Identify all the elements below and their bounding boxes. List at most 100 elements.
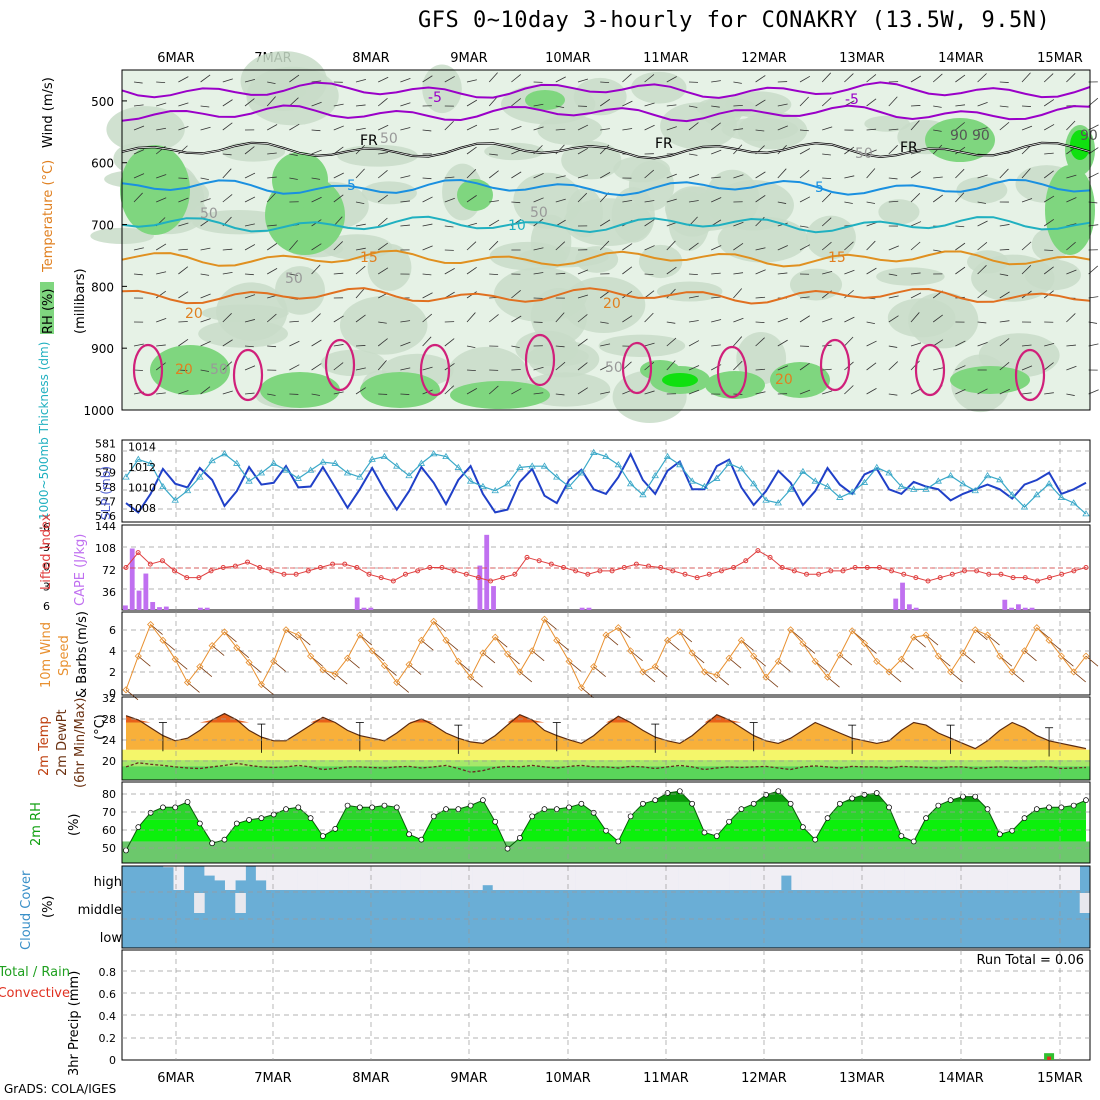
wind-speed-point bbox=[922, 631, 930, 639]
wind-speed-point bbox=[590, 663, 598, 671]
wind-barb bbox=[378, 152, 388, 155]
li-point bbox=[974, 568, 980, 574]
wind-barb bbox=[711, 197, 722, 203]
rh2m-axis-units: (%) bbox=[67, 814, 82, 837]
wind-barb bbox=[244, 273, 254, 276]
contour-label: 20 bbox=[185, 306, 203, 322]
wind-barb bbox=[1066, 269, 1077, 275]
li-point bbox=[512, 571, 518, 577]
wind-speed-point bbox=[147, 620, 155, 629]
wind-barb bbox=[799, 296, 810, 299]
cape-tick-label: 72 bbox=[102, 564, 116, 577]
wind-barb bbox=[244, 392, 255, 395]
rh-mid-patch bbox=[721, 117, 799, 142]
rh-mid-patch bbox=[526, 346, 589, 367]
li-point bbox=[1047, 575, 1053, 581]
high-cloud-gap bbox=[595, 866, 607, 890]
li-point bbox=[913, 575, 919, 581]
rh-point bbox=[603, 827, 609, 834]
temp-line bbox=[125, 712, 1087, 750]
wind-barb bbox=[777, 201, 787, 204]
wind-barb bbox=[555, 198, 566, 203]
wind-barb bbox=[933, 249, 942, 252]
rh-point bbox=[923, 815, 929, 821]
surface-wind-barb bbox=[273, 661, 286, 672]
thickness-point bbox=[393, 462, 401, 469]
wind-barb bbox=[644, 219, 655, 227]
wind-speed-point bbox=[356, 631, 364, 639]
rh-point bbox=[701, 829, 708, 836]
wind-barb bbox=[577, 78, 589, 83]
wind-barb bbox=[644, 312, 654, 323]
rh-point bbox=[270, 811, 277, 818]
thickness-point bbox=[909, 485, 918, 492]
contour-label: 50 bbox=[380, 131, 398, 147]
rh-point bbox=[972, 793, 979, 800]
li-point bbox=[475, 575, 481, 581]
li-point bbox=[743, 558, 749, 564]
wind-barb bbox=[955, 192, 965, 203]
rh-point bbox=[418, 836, 425, 843]
high-cloud-gap bbox=[297, 866, 308, 890]
wind-barb bbox=[1044, 152, 1054, 155]
high-cloud-gap bbox=[379, 866, 391, 890]
rh-mid-patch bbox=[631, 71, 687, 104]
li-point bbox=[281, 571, 287, 577]
li-point bbox=[731, 565, 737, 570]
wind-barb bbox=[200, 177, 209, 181]
wind-barb bbox=[822, 318, 833, 323]
wind-barb bbox=[533, 197, 544, 203]
cloud-tick-label: low bbox=[100, 931, 123, 946]
li-point bbox=[147, 561, 153, 567]
wind-barb bbox=[844, 385, 854, 395]
thickness-point bbox=[491, 486, 499, 494]
wind-barb bbox=[866, 149, 877, 155]
high-cloud-gap bbox=[925, 866, 936, 890]
wind-barb bbox=[289, 153, 298, 156]
wind-barb bbox=[799, 315, 810, 323]
wind-barb bbox=[377, 267, 389, 275]
high-cloud-gap bbox=[327, 866, 339, 890]
wind-barb bbox=[910, 193, 921, 203]
high-cloud-gap bbox=[678, 866, 689, 890]
wind-barb bbox=[311, 393, 321, 396]
wind-barb bbox=[422, 366, 433, 371]
wind-speed-point bbox=[233, 644, 241, 652]
wind-barb bbox=[400, 367, 411, 371]
wind-barb bbox=[955, 146, 966, 155]
temp-tick-label: 32 bbox=[102, 692, 116, 705]
wind-barb bbox=[311, 149, 322, 155]
contour-label: 20 bbox=[603, 296, 621, 312]
wind-speed-point bbox=[971, 626, 979, 634]
wind-barb bbox=[333, 194, 344, 203]
high-cloud-gap bbox=[606, 866, 617, 890]
wind-barb bbox=[799, 129, 809, 132]
wind-barb bbox=[178, 369, 188, 371]
thickness-point bbox=[823, 482, 832, 490]
surface-wind-barb bbox=[802, 643, 816, 654]
contour-label: 5 bbox=[347, 178, 356, 194]
wind-barb bbox=[622, 315, 633, 323]
cape-tick-label: 36 bbox=[102, 586, 116, 599]
wind-barb bbox=[688, 273, 698, 276]
wind-barb bbox=[200, 318, 211, 323]
wind-barb bbox=[844, 269, 855, 275]
wind-barb bbox=[866, 74, 877, 83]
rh-point bbox=[246, 817, 252, 823]
wind-speed-point bbox=[1033, 624, 1041, 632]
wind-barb bbox=[311, 129, 321, 132]
high-cloud-gap bbox=[626, 866, 638, 890]
surface-wind-barb bbox=[125, 689, 139, 701]
li-point bbox=[767, 554, 773, 560]
wind-barb bbox=[688, 122, 699, 131]
wind-barb bbox=[422, 245, 433, 251]
wind-barb bbox=[444, 76, 455, 83]
wind-barb bbox=[267, 268, 278, 275]
wind-barb bbox=[577, 338, 588, 347]
li-point bbox=[876, 565, 882, 570]
li-point bbox=[536, 558, 542, 564]
cape-bar bbox=[157, 607, 162, 610]
wind-barb bbox=[821, 72, 832, 83]
surface-wind-barb bbox=[187, 682, 200, 693]
thickness-point bbox=[528, 462, 536, 469]
